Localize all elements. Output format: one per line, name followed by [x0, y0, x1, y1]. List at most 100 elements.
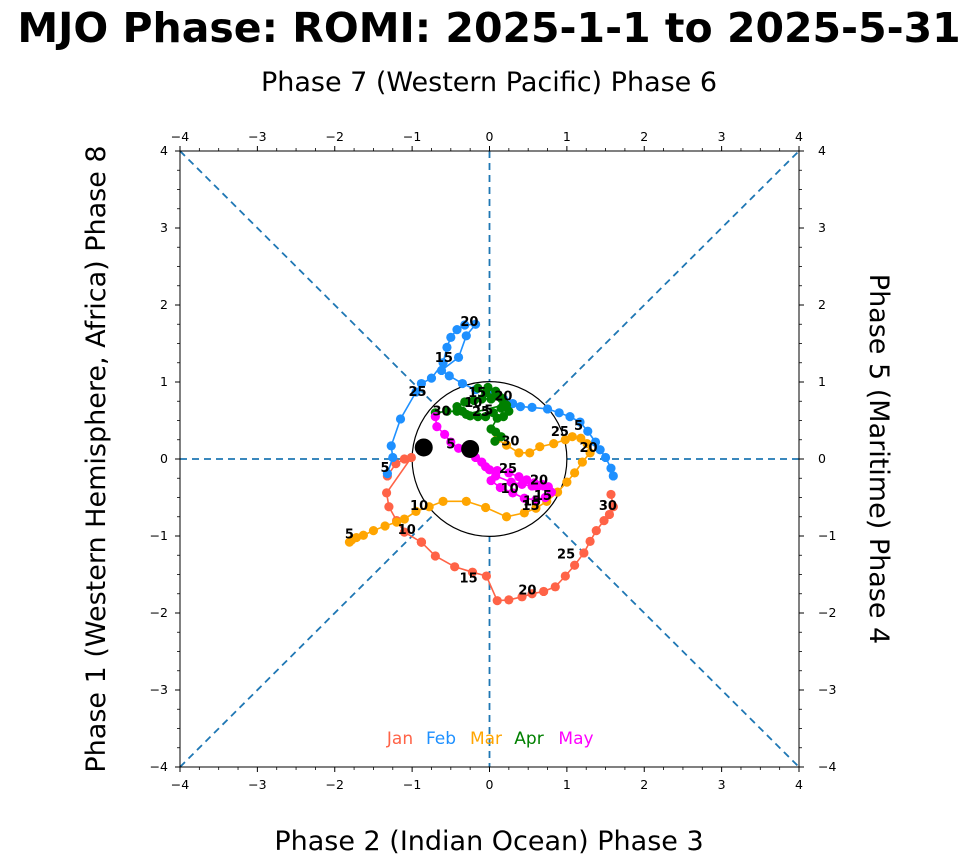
point-mar	[519, 508, 529, 518]
point-feb	[411, 387, 421, 397]
y-tick-label-right: 4	[818, 143, 826, 158]
day-label-may: 25	[499, 462, 517, 477]
point-jan	[570, 560, 580, 570]
day-label-mar: 15	[521, 499, 539, 514]
point-mar	[351, 532, 362, 543]
point-mar	[562, 477, 572, 487]
point-feb	[386, 441, 396, 451]
x-tick-label-bottom: 2	[640, 777, 648, 792]
y-tick-label-left: −4	[150, 759, 168, 774]
y-tick-label-left: 1	[160, 374, 168, 389]
day-label-feb: 25	[408, 385, 426, 400]
point-jan	[467, 567, 478, 577]
point-mar	[358, 530, 368, 540]
point-feb	[457, 378, 468, 389]
point-feb	[460, 320, 470, 330]
point-mar	[582, 439, 592, 449]
point-feb	[470, 319, 481, 329]
point-apr	[461, 409, 471, 419]
legend-feb: Feb	[426, 729, 456, 749]
x-tick-label-bottom: 4	[795, 777, 803, 792]
point-apr	[483, 382, 493, 392]
day-label-jan: 5	[381, 461, 390, 476]
point-mar	[567, 432, 577, 442]
day-label-may: 5	[446, 437, 455, 452]
point-may	[453, 443, 464, 453]
point-mar	[585, 448, 595, 458]
point-feb	[600, 452, 611, 463]
point-jan	[416, 537, 427, 547]
x-tick-label-bottom: −2	[326, 777, 344, 792]
point-feb	[565, 412, 575, 422]
point-apr	[481, 412, 491, 422]
x-tick-label-top: 1	[563, 129, 571, 144]
point-may	[506, 477, 516, 487]
point-jan	[399, 454, 409, 464]
point-feb	[452, 325, 462, 335]
series-line-jan	[385, 456, 615, 602]
point-feb	[395, 414, 406, 424]
day-label-jan: 30	[599, 499, 617, 514]
point-feb	[606, 463, 616, 473]
legend-mar: Mar	[470, 729, 502, 749]
phase-guides	[179, 150, 800, 768]
legend-may: May	[558, 729, 593, 749]
point-feb	[436, 365, 447, 376]
point-feb	[595, 445, 605, 455]
point-apr	[488, 408, 498, 418]
point-mar	[501, 440, 512, 450]
x-tick-label-bottom: −1	[403, 777, 421, 792]
point-apr	[473, 412, 483, 422]
point-jan	[399, 527, 409, 537]
point-mar	[438, 496, 448, 506]
x-tick-label-top: 2	[640, 129, 648, 144]
point-may	[495, 482, 505, 493]
point-feb	[453, 352, 464, 362]
bottom-phase-label: Phase 2 (Indian Ocean) Phase 3	[274, 826, 703, 857]
point-jan	[430, 551, 440, 561]
day-label-mar: 5	[345, 527, 354, 542]
point-feb	[382, 469, 392, 479]
point-jan	[599, 516, 609, 526]
point-apr	[498, 400, 509, 410]
point-may	[430, 412, 440, 422]
y-tick-label-left: 2	[160, 297, 168, 312]
point-jan	[481, 571, 492, 581]
x-tick-label-top: 4	[795, 129, 803, 144]
day-label-mar: 20	[579, 441, 597, 456]
point-jan	[381, 488, 392, 498]
x-tick-label-bottom: 1	[563, 777, 571, 792]
point-jan	[527, 589, 537, 599]
y-tick-label-left: 4	[160, 143, 168, 158]
point-may	[491, 471, 501, 481]
y-tick-label-right: −1	[818, 528, 836, 543]
point-feb	[461, 331, 471, 341]
day-label-jan: 20	[518, 584, 536, 599]
point-apr	[452, 406, 462, 416]
point-apr	[486, 424, 496, 434]
point-feb	[426, 373, 437, 383]
point-may	[432, 422, 442, 432]
point-may	[514, 472, 524, 482]
y-tick-label-right: −4	[818, 759, 836, 774]
point-feb	[446, 332, 456, 342]
point-jan	[450, 562, 460, 572]
point-feb	[515, 402, 526, 412]
point-jan	[560, 571, 570, 581]
y-tick-label-right: 1	[818, 374, 826, 389]
legend-jan: Jan	[386, 729, 413, 749]
y-tick-label-left: −3	[150, 682, 168, 697]
day-label-feb: 20	[460, 315, 478, 330]
y-tick-label-right: 3	[818, 220, 826, 235]
point-jan	[579, 548, 589, 558]
point-mar	[570, 468, 580, 478]
y-tick-label-left: −2	[150, 605, 168, 620]
point-apr	[477, 394, 487, 404]
day-label-apr: 15	[468, 386, 486, 401]
point-mar	[368, 526, 379, 536]
point-jan	[539, 586, 549, 597]
point-may	[504, 468, 514, 478]
point-apr	[469, 395, 479, 406]
point-apr	[473, 383, 483, 393]
right-phase-label: Phase 5 (Maritime) Phase 4	[863, 274, 894, 644]
